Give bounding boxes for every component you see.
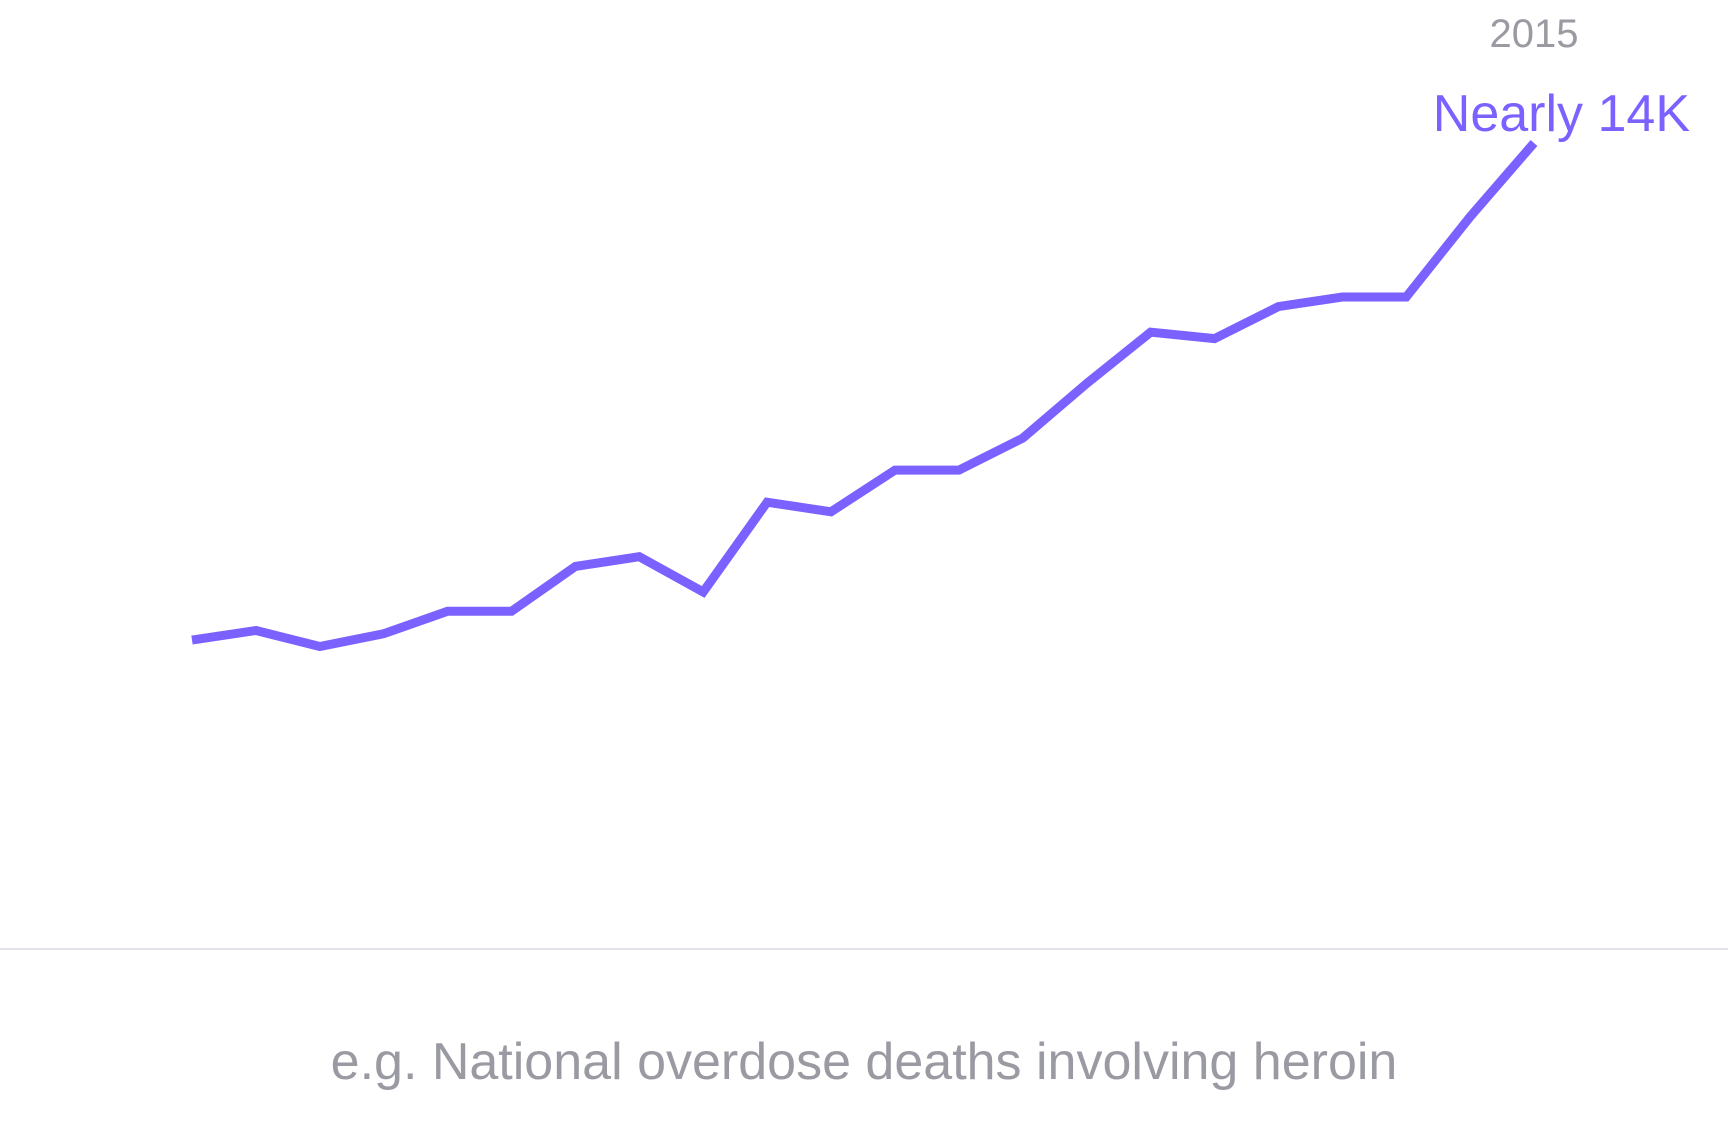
chart-baseline [0,948,1728,950]
data-point-2002 [699,588,707,596]
data-point-2003 [763,498,771,506]
end-value-label: Nearly 14K [1432,85,1690,143]
data-point-1994 [188,636,196,644]
chart-caption: e.g. National overdose deaths involving … [330,1033,1398,1091]
data-point-2007 [1019,434,1027,442]
data-point-2000 [571,562,579,570]
data-point-2011 [1274,303,1282,311]
data-point-1999 [508,607,516,615]
data-point-2009 [1147,328,1155,336]
data-point-2001 [635,553,643,561]
data-point-1997 [380,630,388,638]
data-point-1995 [252,626,260,634]
end-year-label: 2015 [1489,12,1579,56]
data-point-2013 [1402,293,1410,301]
data-point-2006 [955,466,963,474]
data-point-1998 [444,607,452,615]
data-point-2008 [1083,380,1091,388]
data-point-2004 [827,508,835,516]
data-point-2012 [1338,293,1346,301]
data-point-2005 [891,466,899,474]
series-line-heroin-deaths [191,140,1538,652]
data-point-2014 [1466,213,1474,221]
data-point-1996 [316,643,324,651]
data-point-2010 [1210,335,1218,343]
